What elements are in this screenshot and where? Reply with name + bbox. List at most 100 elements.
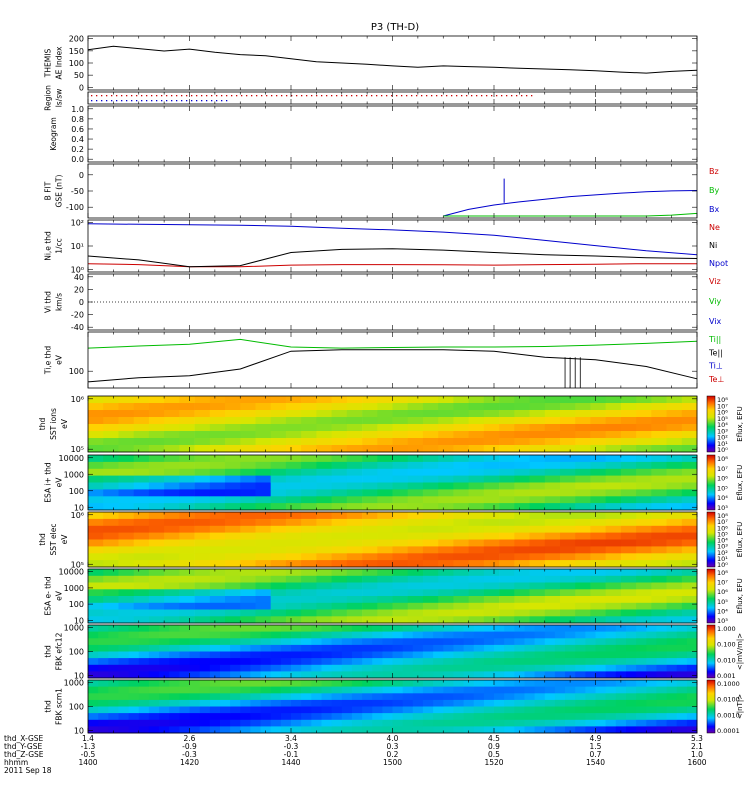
heatmap-cell [194,553,211,561]
heatmap-cell [159,664,170,672]
heatmap-cell [433,664,444,672]
panel-frame [87,35,698,91]
x-axis-value: 4.0 [387,734,399,743]
heatmap-cell [372,638,383,646]
heatmap-cell [179,475,195,483]
heatmap-cell [524,699,536,707]
heatmap-cell [316,489,332,497]
y-tick-label: -50 [71,187,84,196]
heatmap-cell [463,706,475,714]
heatmap-cell [209,638,221,646]
heatmap-cell [194,546,211,554]
heatmap-cell [681,503,698,511]
heatmap-cell [681,396,698,404]
heatmap-cell [443,680,454,687]
heatmap-cell [544,719,556,727]
region-flag [91,95,93,97]
heatmap-cell [301,664,312,672]
colorbar-label: Eflux, EFU [736,522,744,557]
heatmap-cell [681,461,698,470]
heatmap-cell [554,631,566,639]
heatmap-cell [575,699,586,707]
heatmap-cell [651,596,667,604]
heatmap-cell [331,525,348,534]
heatmap-cell [615,644,627,652]
heatmap-cell [362,518,378,527]
heatmap-cell [301,410,317,418]
heatmap-cell [240,560,256,568]
heatmap-cell [362,553,378,561]
heatmap-cell [438,539,454,547]
heatmap-cell [179,719,190,727]
heatmap-cell [463,671,475,679]
heatmap-cell [88,461,104,470]
heatmap-cell [504,713,515,721]
heatmap-cell [504,651,515,659]
heatmap-cell [346,532,363,540]
region-flag [131,100,133,102]
heatmap-cell [118,693,130,701]
heatmap-fbk-scm [88,680,698,734]
heatmap-cell [453,651,464,659]
heatmap-cell [529,575,546,583]
heatmap-cell [362,680,373,687]
heatmap-cell [651,461,667,470]
heatmap-cell [88,569,104,577]
heatmap-cell [473,644,485,652]
heatmap-cell [301,560,317,568]
heatmap-cell [255,461,272,470]
heatmap-cell [128,644,140,652]
heatmap-cell [341,671,353,679]
heatmap-cell [422,671,434,679]
heatmap-cell [407,602,424,610]
heatmap-cell [138,671,150,679]
y-tick-label: 10 [74,616,84,625]
heatmap-cell [321,726,333,734]
heatmap-cell [422,699,434,707]
heatmap-cell [164,546,180,554]
heatmap-cell [560,438,576,446]
heatmap-cell [159,719,170,727]
heatmap-cell [620,475,637,483]
heatmap-cell [544,609,561,617]
heatmap-cell [595,631,607,639]
series-line [87,349,698,383]
heatmap-cell [316,482,332,490]
heatmap-cell [438,560,454,568]
heatmap-cell [225,532,241,540]
heatmap-cell [138,719,150,727]
heatmap-cell [88,582,104,590]
heatmap-cell [575,532,591,540]
heatmap-cell [179,546,195,554]
heatmap-cell [605,686,617,694]
heatmap-cell [179,461,195,470]
heatmap-cell [544,664,556,672]
heatmap-cell [118,518,135,527]
heatmap-cell [270,680,282,687]
heatmap-cell [422,631,434,639]
heatmap-cell [220,706,231,714]
heatmap-cell [453,424,469,432]
heatmap-cell [98,638,109,646]
heatmap-cell [560,589,576,597]
heatmap-cell [560,560,576,568]
heatmap-cell [392,726,404,734]
heatmap-cell [504,638,515,646]
heatmap-cell [473,658,485,666]
heatmap-cell [372,671,383,679]
heatmap-cell [362,461,378,470]
legend-entry: Npot [709,259,728,268]
heatmap-cell [620,482,637,490]
heatmap-cell [316,518,332,527]
heatmap-cell [108,713,119,721]
heatmap-cell [88,496,104,504]
heatmap-cell [544,680,556,687]
heatmap-cell [285,445,302,453]
heatmap-cell [108,726,119,734]
heatmap-cell [118,424,135,432]
heatmap-cell [590,602,606,610]
heatmap-cell [499,525,515,534]
heatmap-cell [636,461,652,470]
y-tick-label: 0.4 [71,135,84,144]
